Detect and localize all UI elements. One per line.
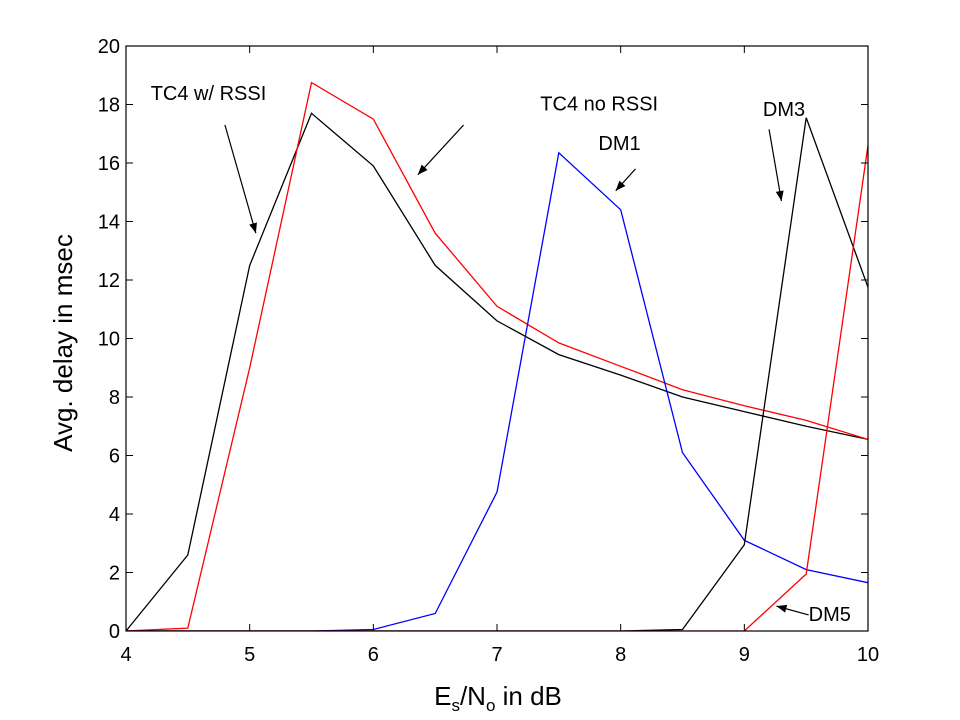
y-tick-label: 8 (109, 387, 120, 409)
annotation-dm5: DM5 (809, 604, 851, 626)
annotation-tc4-no-rssi: TC4 no RSSI (540, 93, 658, 115)
annotation-arrow-tc4-w-rssi (224, 124, 257, 234)
annotation-arrowhead-tc4-no-rssi (417, 164, 428, 175)
x-tick-label: 4 (120, 644, 131, 666)
y-axis-label: Avg. delay in msec (48, 234, 78, 452)
y-tick-label: 12 (98, 270, 120, 292)
annotation-dm3: DM3 (763, 99, 805, 121)
annotation-arrowhead-tc4-w-rssi (249, 222, 257, 234)
y-tick-label: 0 (109, 621, 120, 643)
x-tick-label: 7 (491, 644, 502, 666)
x-axis-label-tail: in dB (495, 681, 562, 711)
annotation-arrowhead-dm1 (615, 180, 626, 191)
y-tick-label: 18 (98, 95, 120, 117)
annotation-arrow-tc4-no-rssi (417, 124, 465, 176)
x-axis-label-base: E (434, 681, 451, 711)
x-axis-label: Es/No in dB (434, 681, 562, 715)
x-tick-label: 9 (739, 644, 750, 666)
annotation-arrowhead-dm5 (776, 604, 788, 613)
series-line-dm3 (126, 117, 868, 631)
series-line-tc4-w-rssi (126, 112, 868, 631)
tick-layer: 4 5 6 7 8 9 10 0 2 4 6 8 10 12 14 16 18 20 (98, 36, 879, 666)
x-axis-label-sub1: s (451, 696, 460, 715)
x-axis-label-mid: /N (460, 681, 486, 711)
annotation-tc4-w-rssi: TC4 w/ RSSI (151, 83, 267, 105)
y-tick-label: 16 (98, 153, 120, 175)
annotation-arrow-dm3 (768, 129, 783, 202)
y-tick-label: 20 (98, 36, 120, 58)
x-tick-label: 5 (244, 644, 255, 666)
series-line-tc4-no-rssi (126, 81, 868, 631)
x-tick-label: 6 (368, 644, 379, 666)
annotation-dm1: DM1 (598, 133, 640, 155)
y-tick-label: 14 (98, 212, 120, 234)
y-tick-label: 6 (109, 446, 120, 468)
series-line-dm5 (126, 145, 868, 631)
annotation-arrowhead-dm3 (775, 190, 784, 202)
y-tick-label: 2 (109, 563, 120, 585)
series-line-dm1 (126, 151, 868, 631)
annotation-layer: TC4 w/ RSSI TC4 no RSSI DM1 DM3 DM5 (151, 83, 851, 626)
series-layer (126, 81, 868, 631)
x-tick-label: 8 (615, 644, 626, 666)
plot-frame (125, 45, 869, 632)
y-tick-label: 4 (109, 504, 120, 526)
x-axis-label-sub2: o (486, 696, 495, 715)
x-tick-label: 10 (857, 644, 879, 666)
y-tick-label: 10 (98, 329, 120, 351)
